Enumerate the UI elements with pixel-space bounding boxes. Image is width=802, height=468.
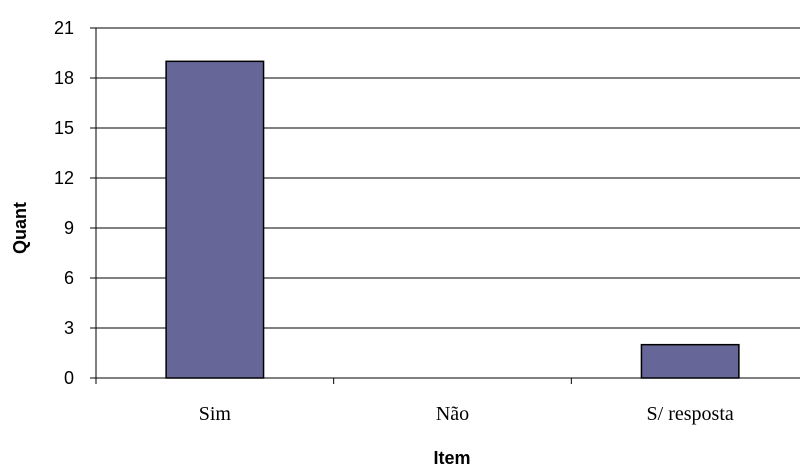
y-tick-label: 6 xyxy=(64,268,74,288)
x-tick-label: S/ resposta xyxy=(647,403,734,425)
x-axis-title: Item xyxy=(433,448,470,468)
y-tick-label: 3 xyxy=(64,318,74,338)
x-tick-label: Não xyxy=(436,403,469,425)
y-tick-label: 21 xyxy=(54,18,74,38)
y-tick-label: 18 xyxy=(54,68,74,88)
y-tick-label: 0 xyxy=(64,368,74,388)
y-tick-label: 15 xyxy=(54,118,74,138)
bars xyxy=(165,60,740,379)
y-tick-label: 9 xyxy=(64,218,74,238)
y-tick-labels: 0 3 6 9 12 15 18 21 xyxy=(54,18,74,388)
y-tick-label: 12 xyxy=(54,168,74,188)
x-tick-labels: Sim Não S/ resposta xyxy=(199,403,734,425)
axes xyxy=(90,27,800,384)
bar-s-resposta xyxy=(640,343,740,379)
x-tick-label: Sim xyxy=(199,403,232,425)
y-axis-title: Quant xyxy=(10,202,30,254)
bar-sim xyxy=(165,60,265,379)
